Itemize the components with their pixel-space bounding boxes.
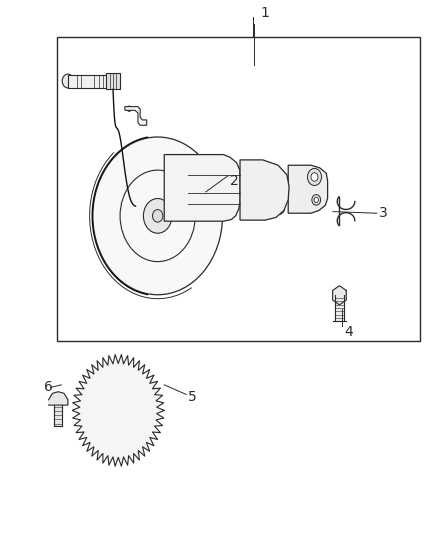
Circle shape: [120, 378, 134, 395]
Circle shape: [105, 394, 131, 426]
Polygon shape: [164, 155, 240, 221]
Text: 6: 6: [44, 381, 53, 394]
Circle shape: [103, 426, 117, 443]
Polygon shape: [72, 354, 164, 466]
Text: 5: 5: [188, 390, 197, 404]
Circle shape: [312, 195, 321, 205]
Text: 1: 1: [261, 6, 269, 20]
Circle shape: [87, 372, 150, 449]
Bar: [57, 37, 420, 341]
Bar: [106, 73, 120, 89]
Circle shape: [271, 172, 277, 180]
Circle shape: [268, 168, 280, 183]
Circle shape: [277, 205, 282, 211]
Circle shape: [103, 378, 117, 395]
Circle shape: [314, 197, 318, 203]
Circle shape: [93, 137, 223, 295]
Bar: [68, 75, 107, 88]
Circle shape: [143, 198, 172, 233]
Circle shape: [152, 209, 163, 222]
Circle shape: [127, 106, 131, 111]
Circle shape: [311, 173, 318, 181]
Circle shape: [131, 412, 145, 429]
Circle shape: [120, 426, 134, 443]
Text: 3: 3: [379, 206, 388, 220]
Polygon shape: [125, 107, 147, 125]
Circle shape: [62, 74, 74, 88]
Circle shape: [92, 392, 106, 409]
Text: 2: 2: [230, 174, 239, 188]
Circle shape: [131, 392, 145, 409]
Polygon shape: [49, 392, 68, 405]
Text: 4: 4: [344, 325, 353, 338]
Polygon shape: [240, 160, 289, 220]
Polygon shape: [332, 286, 346, 305]
Circle shape: [170, 210, 177, 219]
Circle shape: [113, 403, 124, 417]
Polygon shape: [288, 165, 328, 213]
Circle shape: [171, 212, 175, 216]
Circle shape: [92, 412, 106, 429]
Circle shape: [307, 168, 321, 185]
Circle shape: [274, 201, 285, 214]
